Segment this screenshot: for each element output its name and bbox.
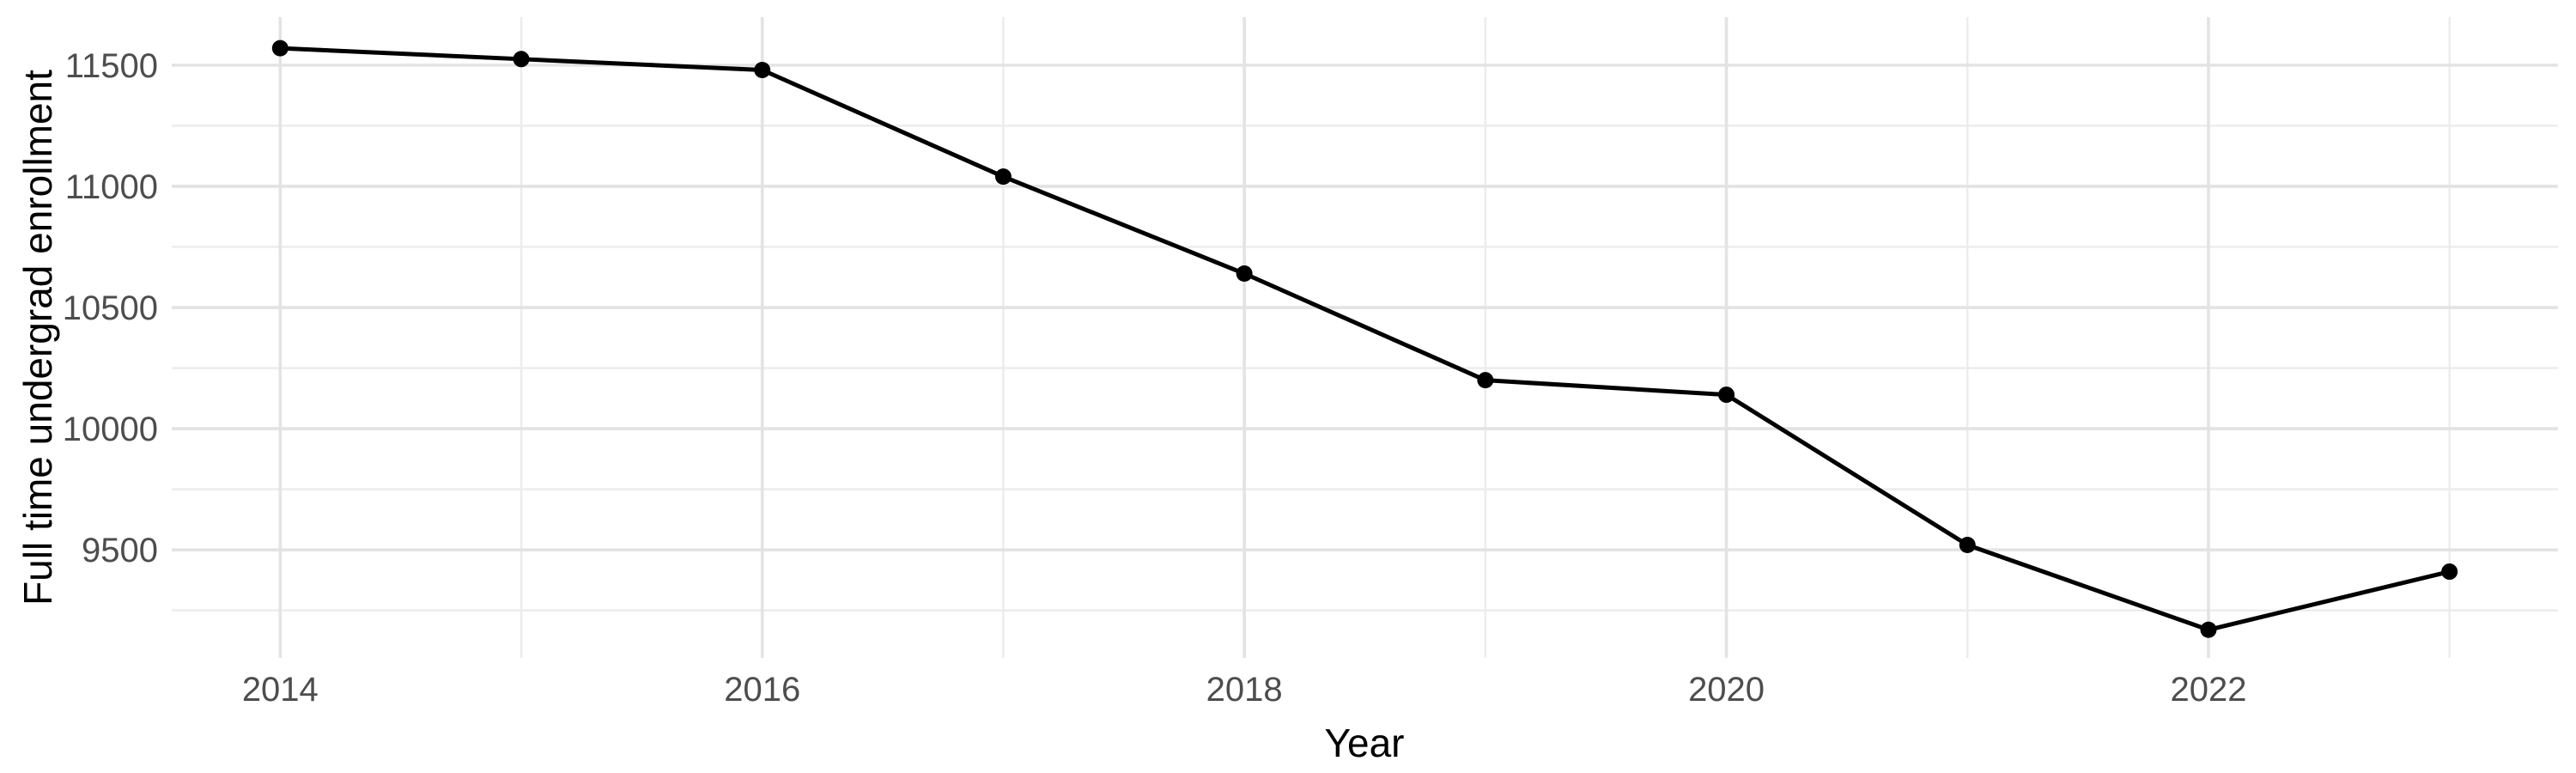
y-tick-label: 11500	[65, 47, 158, 85]
x-tick-label: 2016	[724, 671, 800, 709]
series-line	[280, 46, 2451, 632]
data-point	[1718, 386, 1735, 404]
data-point	[1477, 372, 1494, 389]
data-point	[2200, 621, 2217, 638]
x-tick-label: 2020	[1688, 671, 1765, 709]
data-point	[1236, 265, 1253, 283]
y-tick-label: 10500	[63, 289, 158, 327]
y-tick-label: 11000	[65, 168, 158, 206]
data-point	[513, 51, 530, 68]
data-point	[271, 40, 289, 57]
data-point	[2441, 563, 2458, 581]
y-tick-label: 10000	[63, 411, 158, 448]
data-point	[1959, 537, 1976, 554]
x-tick-label: 2018	[1206, 671, 1283, 709]
y-tick-label: 9500	[82, 532, 158, 569]
y-axis-title: Full time undergrad enrollment	[15, 70, 60, 606]
data-point	[754, 62, 771, 79]
x-axis-title: Year	[1324, 721, 1405, 765]
x-tick-label: 2022	[2170, 671, 2246, 709]
data-point	[994, 168, 1012, 186]
x-tick-label: 2014	[242, 671, 319, 709]
